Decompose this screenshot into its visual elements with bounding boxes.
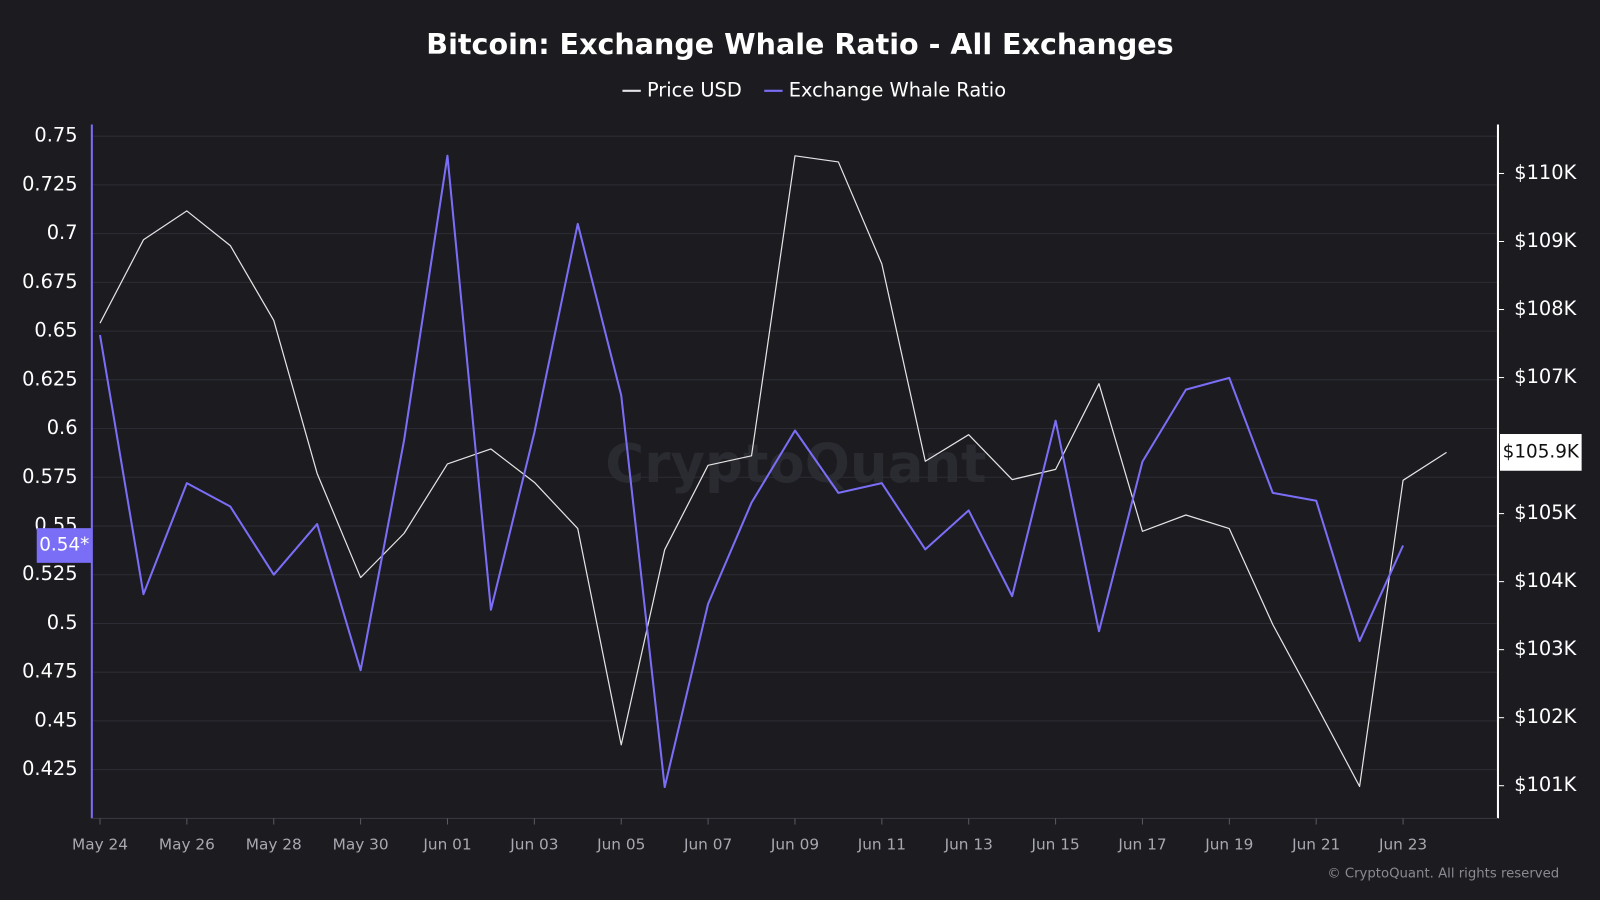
y-tick-label: 0.425 [22, 757, 77, 780]
y-tick-label: 0.6 [47, 416, 78, 439]
y-tick-label: 0.5 [47, 611, 78, 634]
y2-tick-label: $108K [1514, 297, 1577, 320]
watermark: CryptoQuant [605, 433, 986, 495]
y2-tick-label: $103K [1514, 637, 1577, 660]
y-tick-label: 0.525 [22, 562, 77, 585]
x-tick-label: Jun 03 [509, 835, 558, 853]
x-tick-label: May 26 [159, 835, 215, 853]
legend-label: Exchange Whale Ratio [789, 78, 1006, 101]
y-tick-label: 0.65 [34, 319, 77, 342]
x-tick-label: Jun 13 [944, 835, 993, 853]
y-tick-label: 0.45 [34, 708, 77, 731]
x-tick-label: Jun 09 [770, 835, 819, 853]
x-tick-label: Jun 23 [1378, 835, 1427, 853]
series-line [98, 154, 1404, 789]
x-tick-label: May 24 [72, 835, 128, 853]
x-tick-label: Jun 07 [683, 835, 732, 853]
y-tick-label: 0.7 [47, 221, 78, 244]
y-tick-label: 0.725 [22, 172, 77, 195]
legend-label: Price USD [647, 78, 742, 101]
y-tick-label: 0.675 [22, 270, 77, 293]
y2-tick-label: $104K [1514, 569, 1577, 592]
legend: Price USD Exchange Whale Ratio [622, 78, 1006, 101]
y2-tick-label: $110K [1514, 161, 1577, 184]
series-line [99, 155, 1447, 788]
value-tag [36, 528, 92, 563]
y-tick-label: 0.475 [22, 660, 77, 683]
x-tick-label: Jun 15 [1030, 835, 1079, 853]
value-tag [1500, 434, 1582, 471]
y-tick-label: 0.625 [22, 367, 77, 390]
x-tick-label: May 30 [333, 835, 389, 853]
chart-title: Bitcoin: Exchange Whale Ratio - All Exch… [426, 27, 1173, 61]
footer: © CryptoQuant. All rights reserved [1327, 866, 1559, 881]
y2-tick-label: $107K [1514, 365, 1577, 388]
x-tick-label: Jun 11 [857, 835, 906, 853]
x-tick-label: Jun 01 [422, 835, 471, 853]
x-tick-label: Jun 19 [1204, 835, 1253, 853]
y2-tick-label: $101K [1514, 773, 1577, 796]
x-tick-label: Jun 21 [1291, 835, 1340, 853]
y2-tick-label: $105K [1514, 501, 1577, 524]
x-tick-label: May 28 [246, 835, 302, 853]
x-tick-label: Jun 05 [596, 835, 645, 853]
y-tick-label: 0.575 [22, 465, 77, 488]
value-tag-label: $105.9K [1503, 441, 1580, 462]
value-tag-label: 0.54* [39, 534, 89, 555]
x-tick-label: Jun 17 [1117, 835, 1166, 853]
y2-tick-label: $109K [1514, 229, 1577, 252]
y2-tick-label: $102K [1514, 705, 1577, 728]
y-tick-label: 0.75 [34, 124, 77, 147]
